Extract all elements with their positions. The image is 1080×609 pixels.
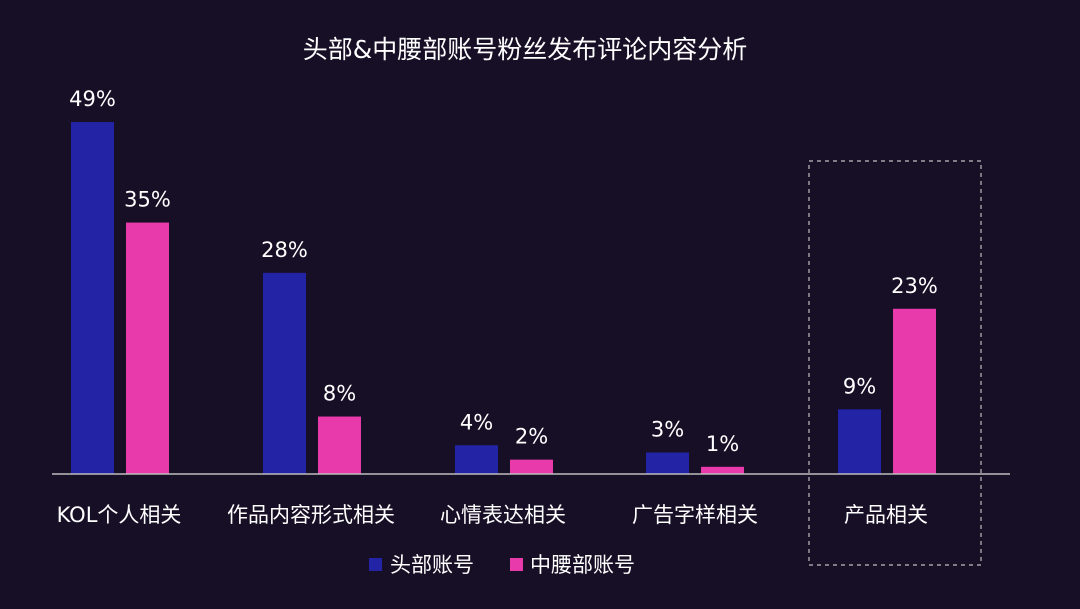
legend-label-1: 中腰部账号: [530, 553, 635, 577]
value-label-head-3: 3%: [651, 417, 684, 441]
category-label-3: 广告字样相关: [632, 503, 758, 527]
legend-label-0: 头部账号: [390, 553, 474, 577]
bar-head-1: [263, 272, 306, 474]
bar-head-2: [455, 445, 498, 474]
bar-mid-2: [510, 459, 553, 474]
bar-mid-4: [893, 308, 936, 474]
value-label-head-1: 28%: [261, 238, 308, 262]
value-label-head-0: 49%: [69, 87, 116, 111]
chart-title: 头部&中腰部账号粉丝发布评论内容分析: [303, 35, 748, 64]
bar-head-4: [838, 409, 881, 474]
value-label-mid-4: 23%: [891, 274, 938, 298]
bar-mid-3: [701, 466, 744, 474]
bar-mid-1: [318, 416, 361, 474]
category-labels-group: KOL个人相关 作品内容形式相关 心情表达相关 广告字样相关 产品相关: [57, 503, 928, 527]
value-label-head-2: 4%: [460, 410, 493, 434]
category-label-0: KOL个人相关: [57, 503, 182, 527]
bar-mid-0: [126, 222, 169, 474]
bars-group: [71, 122, 936, 474]
legend-swatch-1: [510, 558, 523, 571]
legend: 头部账号 中腰部账号: [369, 553, 635, 577]
value-label-mid-2: 2%: [515, 425, 548, 449]
category-label-1: 作品内容形式相关: [227, 503, 395, 527]
category-label-4: 产品相关: [844, 503, 928, 527]
bar-head-3: [646, 452, 689, 474]
legend-swatch-0: [369, 558, 382, 571]
bar-head-0: [71, 122, 114, 474]
value-labels-group: 49% 35% 28% 8% 4% 2% 3% 1% 9% 23%: [69, 87, 938, 456]
value-label-mid-1: 8%: [323, 382, 356, 406]
value-label-mid-0: 35%: [124, 188, 171, 212]
value-label-head-4: 9%: [843, 374, 876, 398]
category-label-2: 心情表达相关: [440, 503, 566, 527]
value-label-mid-3: 1%: [706, 432, 739, 456]
